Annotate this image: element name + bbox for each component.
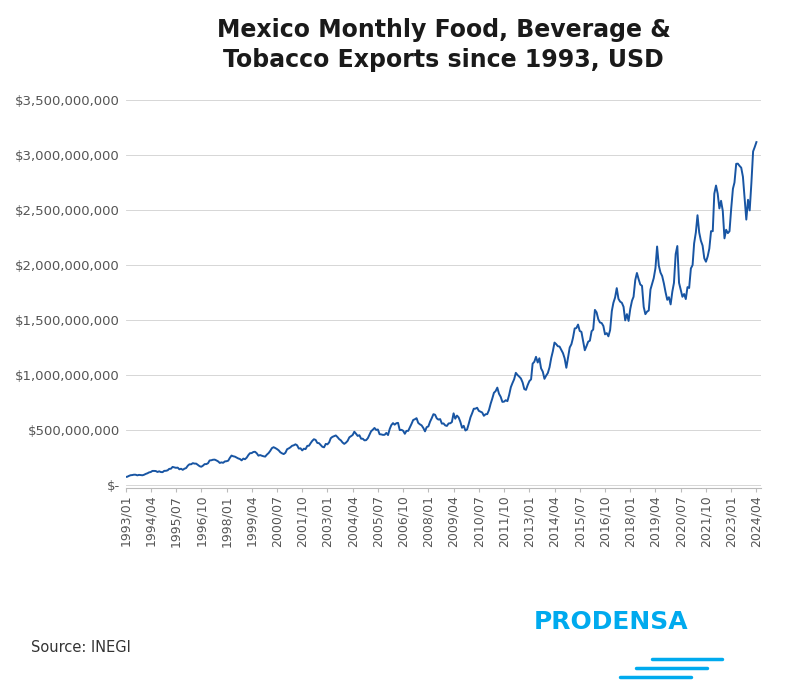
Text: Source: INEGI: Source: INEGI <box>31 640 131 655</box>
Text: PRODENSA: PRODENSA <box>534 611 688 634</box>
Title: Mexico Monthly Food, Beverage &
Tobacco Exports since 1993, USD: Mexico Monthly Food, Beverage & Tobacco … <box>217 18 670 72</box>
